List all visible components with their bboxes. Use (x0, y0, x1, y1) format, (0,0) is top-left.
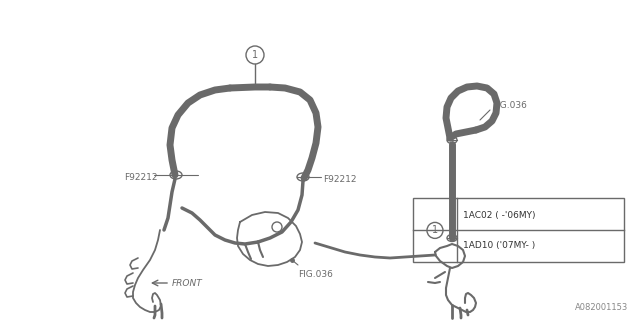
Text: 1: 1 (432, 225, 438, 236)
Text: FIG.036: FIG.036 (492, 100, 527, 109)
Text: 1: 1 (252, 50, 258, 60)
Bar (413, 198, 624, 262)
Text: F92212: F92212 (124, 172, 157, 181)
Text: A082001153: A082001153 (575, 303, 628, 312)
Text: FIG.036: FIG.036 (298, 270, 333, 279)
Text: 1AC02 ( -'06MY): 1AC02 ( -'06MY) (463, 211, 536, 220)
Text: FRONT: FRONT (172, 278, 203, 287)
Text: F92212: F92212 (323, 174, 356, 183)
Text: 1AD10 ('07MY- ): 1AD10 ('07MY- ) (463, 241, 536, 250)
